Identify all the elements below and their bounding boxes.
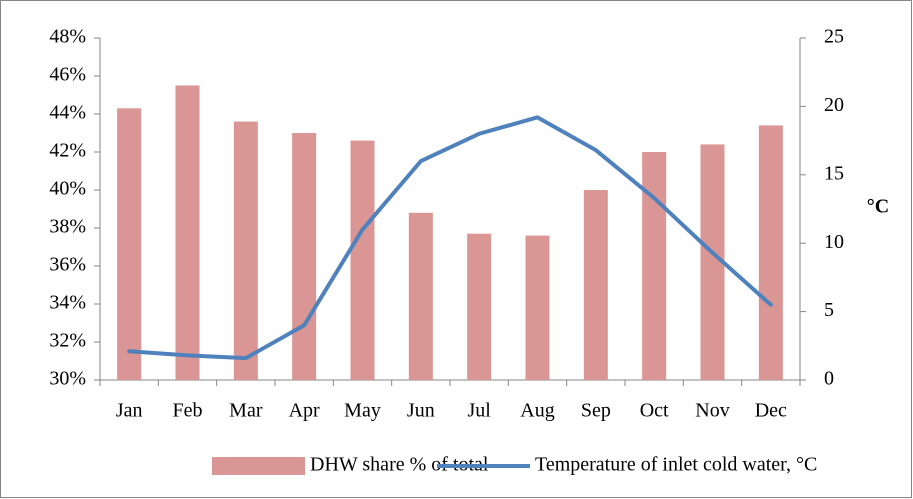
y-tick-label: 42% [49,140,86,162]
y2-tick-label: 0 [824,368,834,390]
bar [467,233,492,380]
y2-tick-label: 15 [824,162,844,184]
legend-swatch [212,457,305,475]
y-tick-label: 46% [49,64,86,86]
x-tick-label: Apr [289,400,320,422]
bar [117,108,142,381]
bar [233,121,258,380]
y-tick-label: 36% [49,254,86,276]
y-tick-label: 32% [49,330,86,352]
x-tick-label: Jul [467,400,491,422]
x-tick-label: Nov [695,400,729,422]
bar [292,133,317,380]
x-tick-label: Sep [581,400,611,422]
bar [758,125,783,381]
x-tick-label: Oct [640,400,669,422]
y2-tick-label: 20 [824,94,844,116]
x-tick-label: Jan [116,400,143,422]
bar [350,140,375,380]
x-tick-label: Mar [229,400,263,422]
y-tick-label: 34% [49,292,86,314]
bar [408,212,433,380]
legend-label: DHW share % of total [310,454,489,476]
y-tick-label: 30% [49,368,86,390]
y2-tick-label: 10 [824,231,844,253]
y-tick-label: 40% [49,178,86,200]
line [127,115,773,361]
bar [525,235,550,380]
bar [583,190,608,380]
x-tick-label: Jun [407,400,435,422]
y-tick-label: 44% [49,102,86,124]
y2-axis-label: °C [867,196,889,218]
bar [642,152,667,380]
y2-tick-label: 5 [824,299,834,321]
y2-tick-label: 25 [824,26,844,48]
x-tick-label: Aug [520,400,554,422]
x-tick-label: May [344,400,381,422]
x-tick-label: Feb [173,400,203,422]
y-tick-label: 38% [49,216,86,238]
x-tick-label: Dec [755,400,787,422]
legend-label: Temperature of inlet cold water, °C [535,454,817,476]
y-tick-label: 48% [49,26,86,48]
bar [175,85,200,380]
